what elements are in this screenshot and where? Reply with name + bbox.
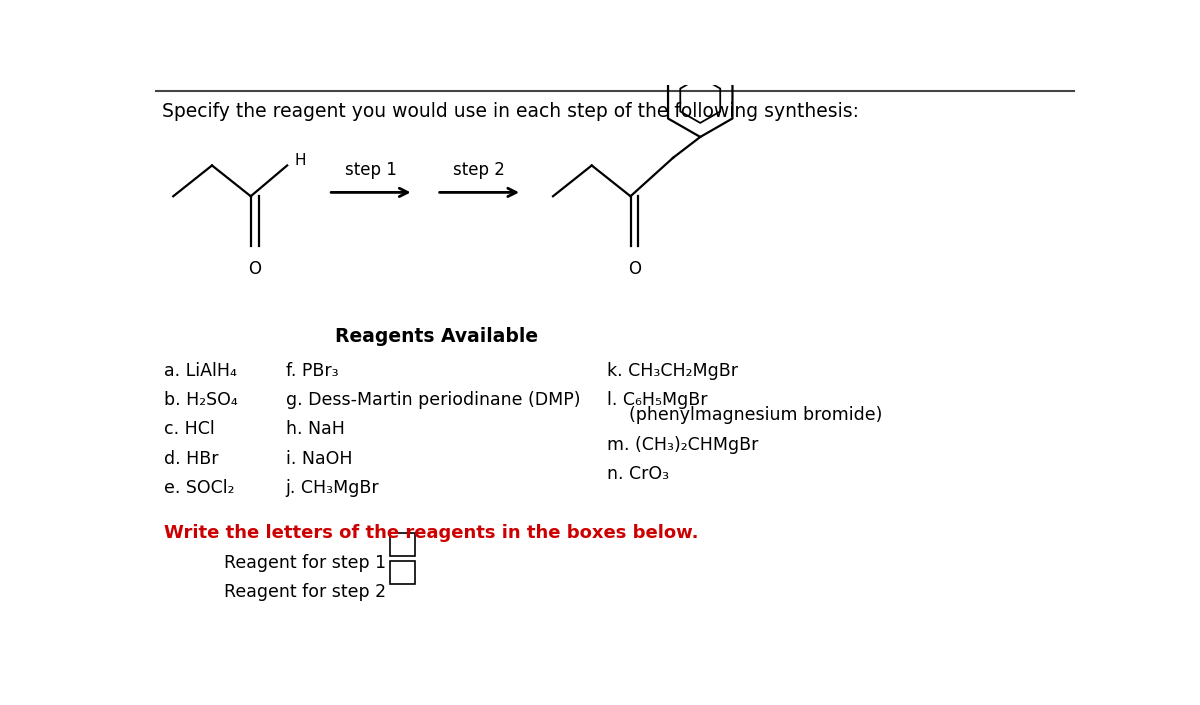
Text: f. PBr₃: f. PBr₃ <box>286 362 338 380</box>
Text: c. HCl: c. HCl <box>164 420 215 439</box>
Text: k. CH₃CH₂MgBr: k. CH₃CH₂MgBr <box>607 362 738 380</box>
Text: a. LiAlH₄: a. LiAlH₄ <box>164 362 236 380</box>
Text: O: O <box>628 260 641 278</box>
Text: (phenylmagnesium bromide): (phenylmagnesium bromide) <box>607 407 883 424</box>
Text: H: H <box>295 152 306 168</box>
Bar <box>390 533 415 556</box>
Text: O: O <box>248 260 262 278</box>
Text: l. C₆H₅MgBr: l. C₆H₅MgBr <box>607 391 708 409</box>
Text: Write the letters of the reagents in the boxes below.: Write the letters of the reagents in the… <box>164 524 698 541</box>
Bar <box>390 561 415 584</box>
Text: step 1: step 1 <box>344 161 397 180</box>
Text: Reagent for step 2: Reagent for step 2 <box>223 583 385 601</box>
Text: m. (CH₃)₂CHMgBr: m. (CH₃)₂CHMgBr <box>607 436 758 454</box>
Text: e. SOCl₂: e. SOCl₂ <box>164 479 234 497</box>
Text: h. NaH: h. NaH <box>286 420 344 439</box>
Text: d. HBr: d. HBr <box>164 450 218 467</box>
Text: n. CrO₃: n. CrO₃ <box>607 465 670 483</box>
Text: Reagents Available: Reagents Available <box>335 327 539 346</box>
Text: j. CH₃MgBr: j. CH₃MgBr <box>286 479 379 497</box>
Text: i. NaOH: i. NaOH <box>286 450 352 467</box>
Text: Reagent for step 1: Reagent for step 1 <box>223 554 385 572</box>
Text: b. H₂SO₄: b. H₂SO₄ <box>164 391 238 409</box>
Text: Specify the reagent you would use in each step of the following synthesis:: Specify the reagent you would use in eac… <box>162 102 859 121</box>
Text: step 2: step 2 <box>454 161 505 180</box>
Text: g. Dess-Martin periodinane (DMP): g. Dess-Martin periodinane (DMP) <box>286 391 580 409</box>
